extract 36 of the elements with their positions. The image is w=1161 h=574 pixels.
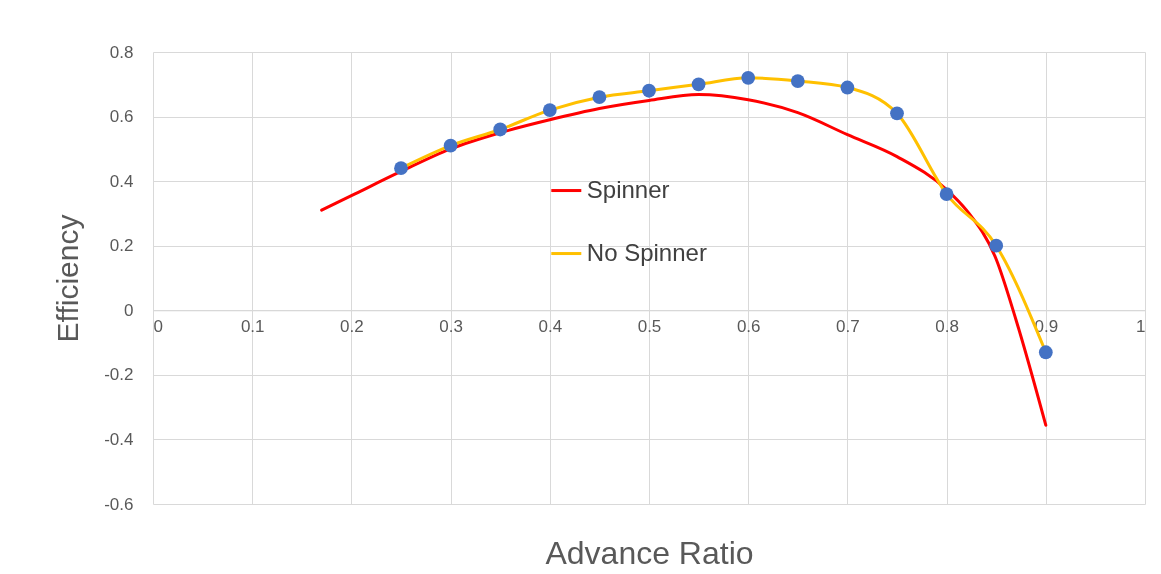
point [691, 77, 706, 92]
y-tick-label: -0.6 [104, 494, 134, 514]
legend-label: Spinner [586, 175, 670, 203]
x-tick-label: 0.4 [538, 316, 563, 336]
y-tick-label: -0.4 [104, 429, 134, 449]
point [989, 238, 1004, 253]
y-tick-label: -0.2 [104, 365, 134, 385]
x-tick-label: 1 [1136, 316, 1146, 336]
x-tick-label: 0.5 [637, 316, 662, 336]
y-axis-title: Efficiency [51, 214, 85, 343]
point [592, 90, 607, 105]
x-tick-label: 0.6 [736, 316, 761, 336]
y-tick-label: 0.4 [109, 171, 134, 191]
y-tick-label: 0 [124, 300, 134, 320]
y-tick-label: 0.2 [109, 236, 134, 256]
y-tick-label: 0.8 [109, 42, 134, 62]
point [443, 138, 458, 153]
point [890, 106, 904, 121]
point [840, 80, 855, 95]
x-tick-label: 0.3 [439, 316, 463, 336]
point [493, 122, 508, 137]
x-tick-label: 0.7 [836, 316, 860, 336]
legend-label: No Spinner [586, 238, 707, 266]
x-tick-label: 0.8 [935, 316, 959, 336]
point [939, 187, 954, 201]
point [741, 70, 756, 85]
point [542, 103, 557, 117]
point [642, 83, 656, 98]
point [394, 161, 408, 176]
x-tick-label: 0 [153, 316, 163, 336]
point [1038, 345, 1053, 360]
x-axis-title: Advance Ratio [545, 534, 754, 571]
point [790, 74, 805, 88]
x-tick-label: 0.2 [340, 316, 364, 336]
x-tick-label: 0.1 [240, 316, 265, 336]
y-tick-label: 0.6 [109, 107, 134, 127]
